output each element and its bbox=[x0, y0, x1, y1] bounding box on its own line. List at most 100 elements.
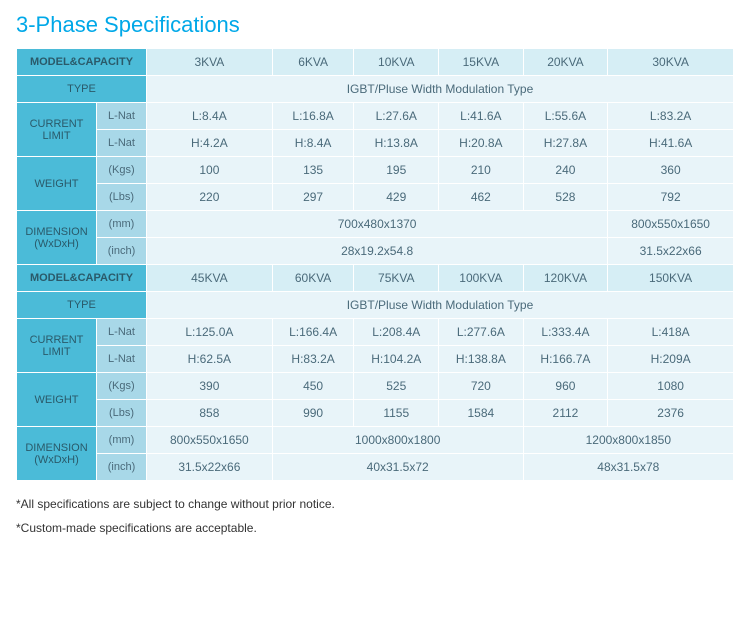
table-row: DIMENSION (WxDxH) (mm) 800x550x1650 1000… bbox=[17, 427, 734, 454]
value-cell: 28x19.2x54.8 bbox=[147, 238, 608, 265]
table-row: CURRENT LIMIT L-Nat L:8.4A L:16.8A L:27.… bbox=[17, 103, 734, 130]
value-cell: H:83.2A bbox=[272, 346, 354, 373]
capacity-cell: 6KVA bbox=[272, 49, 354, 76]
value-cell: 135 bbox=[272, 157, 354, 184]
value-cell: H:104.2A bbox=[354, 346, 439, 373]
table-row: (Lbs) 858 990 1155 1584 2112 2376 bbox=[17, 400, 734, 427]
type-value: IGBT/Pluse Width Modulation Type bbox=[147, 292, 734, 319]
value-cell: 195 bbox=[354, 157, 439, 184]
value-cell: 40x31.5x72 bbox=[272, 454, 523, 481]
table-row: CURRENT LIMIT L-Nat L:125.0A L:166.4A L:… bbox=[17, 319, 734, 346]
value-cell: 31.5x22x66 bbox=[608, 238, 734, 265]
model-capacity-header: MODEL&CAPACITY bbox=[17, 49, 147, 76]
capacity-cell: 3KVA bbox=[147, 49, 273, 76]
lbs-label: (Lbs) bbox=[97, 184, 147, 211]
value-cell: 100 bbox=[147, 157, 273, 184]
value-cell: 31.5x22x66 bbox=[147, 454, 273, 481]
capacity-cell: 75KVA bbox=[354, 265, 439, 292]
capacity-cell: 100KVA bbox=[439, 265, 524, 292]
lnat-label: L-Nat bbox=[97, 103, 147, 130]
value-cell: 720 bbox=[439, 373, 524, 400]
value-cell: 1584 bbox=[439, 400, 524, 427]
value-cell: 2112 bbox=[523, 400, 608, 427]
value-cell: L:333.4A bbox=[523, 319, 608, 346]
kgs-label: (Kgs) bbox=[97, 157, 147, 184]
footnote-text: *Custom-made specifications are acceptab… bbox=[16, 521, 734, 535]
value-cell: 429 bbox=[354, 184, 439, 211]
lnat-label: L-Nat bbox=[97, 346, 147, 373]
capacity-cell: 15KVA bbox=[439, 49, 524, 76]
value-cell: 990 bbox=[272, 400, 354, 427]
value-cell: H:4.2A bbox=[147, 130, 273, 157]
value-cell: 1000x800x1800 bbox=[272, 427, 523, 454]
table-row: MODEL&CAPACITY 3KVA 6KVA 10KVA 15KVA 20K… bbox=[17, 49, 734, 76]
table-row: (inch) 28x19.2x54.8 31.5x22x66 bbox=[17, 238, 734, 265]
value-cell: H:41.6A bbox=[608, 130, 734, 157]
value-cell: L:83.2A bbox=[608, 103, 734, 130]
current-limit-label: CURRENT LIMIT bbox=[17, 319, 97, 373]
table-row: TYPE IGBT/Pluse Width Modulation Type bbox=[17, 76, 734, 103]
value-cell: H:27.8A bbox=[523, 130, 608, 157]
inch-label: (inch) bbox=[97, 454, 147, 481]
value-cell: L:166.4A bbox=[272, 319, 354, 346]
capacity-cell: 30KVA bbox=[608, 49, 734, 76]
value-cell: H:13.8A bbox=[354, 130, 439, 157]
value-cell: H:209A bbox=[608, 346, 734, 373]
value-cell: H:166.7A bbox=[523, 346, 608, 373]
lbs-label: (Lbs) bbox=[97, 400, 147, 427]
value-cell: L:55.6A bbox=[523, 103, 608, 130]
table-row: WEIGHT (Kgs) 390 450 525 720 960 1080 bbox=[17, 373, 734, 400]
value-cell: 800x550x1650 bbox=[608, 211, 734, 238]
value-cell: L:27.6A bbox=[354, 103, 439, 130]
value-cell: L:277.6A bbox=[439, 319, 524, 346]
table-row: L-Nat H:62.5A H:83.2A H:104.2A H:138.8A … bbox=[17, 346, 734, 373]
value-cell: 700x480x1370 bbox=[147, 211, 608, 238]
value-cell: L:41.6A bbox=[439, 103, 524, 130]
table-row: (inch) 31.5x22x66 40x31.5x72 48x31.5x78 bbox=[17, 454, 734, 481]
value-cell: 220 bbox=[147, 184, 273, 211]
dimension-label: DIMENSION (WxDxH) bbox=[17, 211, 97, 265]
type-label: TYPE bbox=[17, 292, 147, 319]
value-cell: L:125.0A bbox=[147, 319, 273, 346]
mm-label: (mm) bbox=[97, 211, 147, 238]
value-cell: H:138.8A bbox=[439, 346, 524, 373]
mm-label: (mm) bbox=[97, 427, 147, 454]
value-cell: L:418A bbox=[608, 319, 734, 346]
value-cell: H:8.4A bbox=[272, 130, 354, 157]
value-cell: L:208.4A bbox=[354, 319, 439, 346]
weight-label: WEIGHT bbox=[17, 373, 97, 427]
model-capacity-header: MODEL&CAPACITY bbox=[17, 265, 147, 292]
lnat-label: L-Nat bbox=[97, 319, 147, 346]
current-limit-label: CURRENT LIMIT bbox=[17, 103, 97, 157]
capacity-cell: 10KVA bbox=[354, 49, 439, 76]
page-title: 3-Phase Specifications bbox=[16, 12, 734, 38]
type-value: IGBT/Pluse Width Modulation Type bbox=[147, 76, 734, 103]
value-cell: 240 bbox=[523, 157, 608, 184]
type-label: TYPE bbox=[17, 76, 147, 103]
table-row: WEIGHT (Kgs) 100 135 195 210 240 360 bbox=[17, 157, 734, 184]
value-cell: 1155 bbox=[354, 400, 439, 427]
value-cell: 792 bbox=[608, 184, 734, 211]
value-cell: 462 bbox=[439, 184, 524, 211]
capacity-cell: 150KVA bbox=[608, 265, 734, 292]
capacity-cell: 45KVA bbox=[147, 265, 273, 292]
value-cell: 800x550x1650 bbox=[147, 427, 273, 454]
value-cell: L:8.4A bbox=[147, 103, 273, 130]
value-cell: 390 bbox=[147, 373, 273, 400]
inch-label: (inch) bbox=[97, 238, 147, 265]
value-cell: 2376 bbox=[608, 400, 734, 427]
value-cell: 48x31.5x78 bbox=[523, 454, 733, 481]
value-cell: 858 bbox=[147, 400, 273, 427]
value-cell: 960 bbox=[523, 373, 608, 400]
value-cell: 1080 bbox=[608, 373, 734, 400]
footnote-text: *All specifications are subject to chang… bbox=[16, 497, 734, 511]
value-cell: 528 bbox=[523, 184, 608, 211]
table-row: DIMENSION (WxDxH) (mm) 700x480x1370 800x… bbox=[17, 211, 734, 238]
spec-table: MODEL&CAPACITY 3KVA 6KVA 10KVA 15KVA 20K… bbox=[16, 48, 734, 481]
capacity-cell: 20KVA bbox=[523, 49, 608, 76]
value-cell: H:20.8A bbox=[439, 130, 524, 157]
value-cell: 360 bbox=[608, 157, 734, 184]
dimension-label: DIMENSION (WxDxH) bbox=[17, 427, 97, 481]
lnat-label: L-Nat bbox=[97, 130, 147, 157]
value-cell: L:16.8A bbox=[272, 103, 354, 130]
